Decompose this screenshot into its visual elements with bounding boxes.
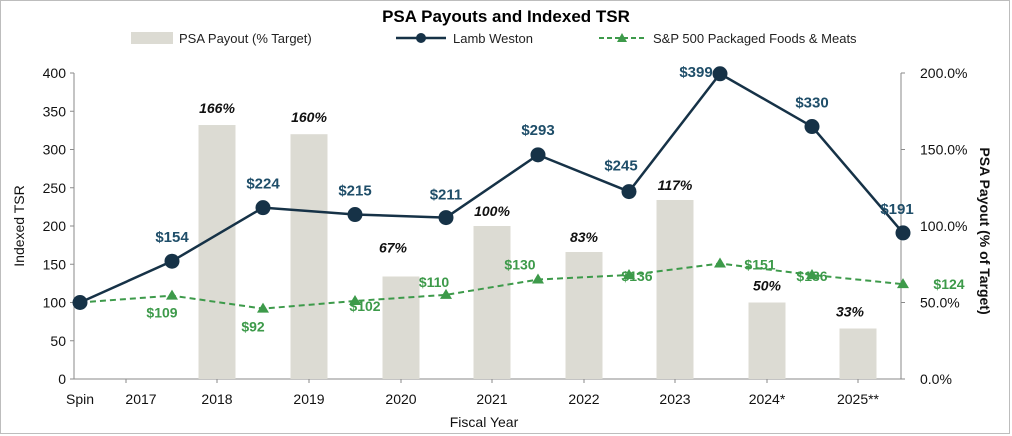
psa-bar-label: 50% [753,278,782,294]
sp500-point [532,273,544,284]
lamb-weston-data-label: $191 [880,201,913,218]
lamb-weston-line [79,72,904,304]
sp500-point [897,278,909,289]
psa-bar [565,252,603,379]
y-right-tick-label: 150.0% [920,142,967,158]
sp500-point [623,268,635,279]
y-left-tick-label: 350 [43,103,67,119]
legend-label-sp500: S&P 500 Packaged Foods & Meats [653,31,857,46]
lamb-weston-data-label: $330 [795,95,828,112]
plot-area: 0 50 100 150 200 250 300 350 400 0.0% 50.0% 100.0% 1… [43,64,968,407]
lamb-weston-point [621,184,637,200]
chart-title: PSA Payouts and Indexed TSR [382,7,630,26]
sp500-data-label: $124 [933,276,964,292]
y-left-tick-label: 150 [43,256,67,272]
lamb-weston-point [804,119,820,135]
lamb-weston-point [255,200,271,216]
psa-bar-label: 67% [379,239,408,255]
y-right-tick-label: 0.0% [920,371,952,387]
y-right-tick-label: 100.0% [920,218,967,234]
y-axis-left-title: Indexed TSR [11,185,27,266]
legend-swatch-psa [131,32,173,44]
lamb-weston-point [72,295,88,310]
psa-bar [656,199,694,379]
x-tick-label: Spin [66,391,94,407]
x-tick-label: 2017 [125,391,156,407]
legend-label-lamb-weston: Lamb Weston [453,31,533,46]
lamb-weston-data-label: $154 [155,229,189,246]
psa-bar-label: 160% [291,109,327,125]
lamb-weston-point [347,207,363,223]
lamb-weston-data-label: $224 [246,176,280,193]
sp500-point [714,257,726,268]
lamb-weston-point [530,147,546,163]
sp500-point [349,294,361,305]
sp500-point [257,302,269,313]
y-left-tick-label: 100 [43,295,67,311]
legend-label-psa: PSA Payout (% Target) [179,31,312,46]
y-left-tick-label: 300 [43,142,67,158]
x-tick-label: 2023 [659,391,690,407]
psa-bar [839,328,877,379]
psa-bar [382,276,420,379]
lamb-weston-data-label: $211 [430,187,463,204]
lamb-weston-point [438,210,454,226]
psa-bar [290,134,328,379]
x-tick-label: 2025** [837,391,880,407]
psa-bar [473,226,511,379]
legend-marker-lamb-weston [416,33,426,43]
y-left-tick-label: 50 [50,333,66,349]
psa-bar [198,125,236,380]
sp500-data-label: $109 [146,305,177,321]
x-tick-label: 2020 [385,391,416,407]
psa-bar-label: 117% [658,177,693,193]
sp500-data-label: $151 [744,256,775,272]
legend-marker-sp500 [617,33,627,42]
sp500-point [440,288,452,299]
x-tick-label: 2022 [568,391,599,407]
lamb-weston-point [712,66,728,82]
legend: PSA Payout (% Target) Lamb Weston S&P 50… [131,31,857,46]
sp500-data-label: $136 [796,268,827,284]
sp500-data-label: $110 [419,274,450,290]
sp500-data-label: $130 [504,257,535,273]
y-right-tick-label: 200.0% [920,65,967,81]
lamb-weston-data-label: $215 [338,183,371,200]
y-right-tick-label: 50.0% [920,295,960,311]
sp500-point [166,289,178,300]
sp500-point [806,268,818,279]
x-tick-label: 2019 [293,391,324,407]
psa-bar-label: 83% [570,229,599,245]
y-axis-right-title: PSA Payout (% of Target) [977,147,993,314]
psa-bar-label: 33% [836,304,865,320]
sp500-line [79,262,904,310]
lamb-weston-data-label: $293 [521,122,554,139]
y-left-tick-label: 250 [43,180,67,196]
psa-bar-label: 100% [474,203,510,219]
sp500-data-label: $92 [241,319,265,335]
y-left-tick-label: 400 [43,65,67,81]
psa-bar-label: 166% [199,100,235,116]
sp500-data-label: $102 [349,298,380,314]
x-tick-label: 2021 [476,391,507,407]
x-tick-label: 2018 [201,391,232,407]
lamb-weston-point [895,225,911,241]
psa-bar [748,302,786,379]
lamb-weston-data-label: $245 [604,158,637,175]
y-left-tick-label: 200 [43,218,67,234]
x-tick-label: 2024* [749,391,786,407]
sp500-data-label: $136 [621,268,652,284]
y-left-tick-label: 0 [58,371,66,387]
lamb-weston-data-label: $399 [679,64,712,81]
lamb-weston-point [164,253,180,269]
x-axis-title: Fiscal Year [450,414,519,430]
